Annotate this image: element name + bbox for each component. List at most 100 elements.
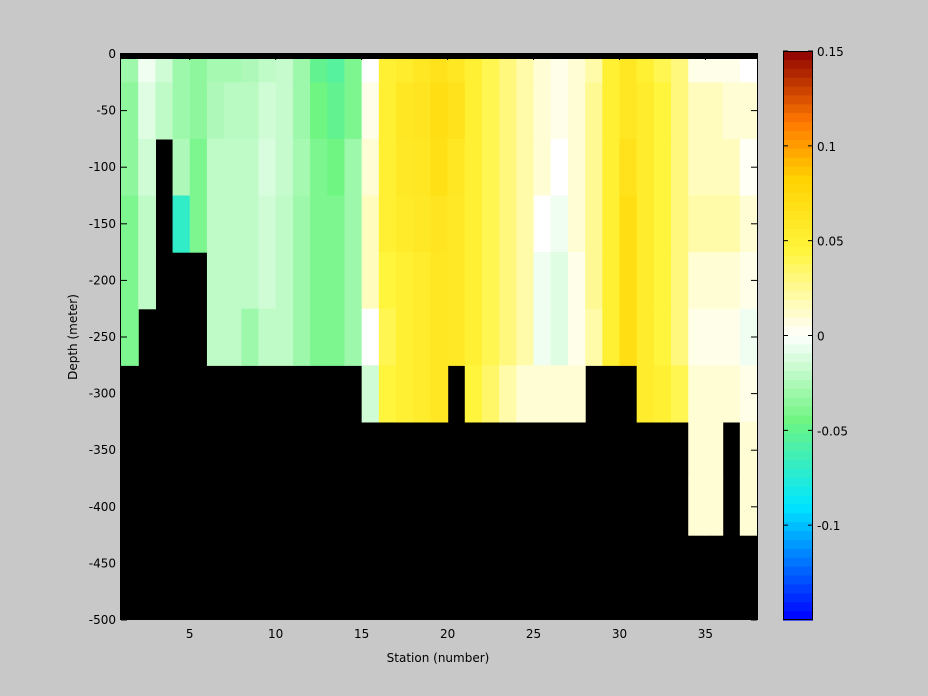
heatmap-cell (464, 365, 483, 423)
heatmap-cell (602, 195, 621, 253)
heatmap-cell (447, 252, 466, 310)
colorbar-segment (783, 468, 813, 479)
heatmap-cell (499, 308, 517, 366)
heatmap-cell (688, 54, 707, 83)
heatmap-cell (447, 195, 466, 253)
heatmap-cell (619, 252, 638, 310)
heatmap-cell (413, 365, 432, 423)
y-tick-label: -100 (89, 160, 116, 174)
heatmap-cell (550, 138, 569, 197)
heatmap-cell (739, 82, 758, 140)
heatmap-cell (481, 195, 500, 253)
colorbar-tick-label: 0.1 (817, 140, 836, 154)
heatmap-cell (413, 54, 432, 83)
heatmap-cell (499, 252, 517, 310)
heatmap-cell (533, 138, 552, 197)
colorbar-segment (783, 326, 813, 337)
colorbar-segment (783, 459, 813, 470)
x-tick-label: 35 (698, 627, 713, 641)
heatmap-cell (602, 308, 621, 366)
heatmap-cell (155, 54, 174, 83)
heatmap-cell (722, 308, 741, 366)
heatmap-cell (378, 138, 397, 197)
heatmap-cell (396, 54, 414, 83)
colorbar-segment (783, 371, 813, 381)
heatmap-cell (550, 308, 569, 366)
heatmap-cell (121, 195, 139, 253)
colorbar-segment (783, 273, 813, 283)
heatmap-cell (464, 82, 483, 140)
y-axis-label: Depth (meter) (66, 294, 80, 380)
heatmap-cell (138, 252, 156, 310)
heatmap-cell (292, 252, 311, 310)
surface-line (121, 54, 757, 59)
heatmap-cell (705, 478, 724, 536)
heatmap-cell (224, 252, 242, 310)
heatmap-cell (481, 138, 500, 197)
heatmap-cell (447, 82, 466, 140)
heatmap-cell (224, 54, 242, 83)
heatmap-cell (636, 308, 655, 366)
colorbar-segment (783, 193, 813, 203)
heatmap-cell (653, 252, 672, 310)
heatmap-cell (636, 138, 655, 197)
heatmap-cell (361, 138, 380, 197)
colorbar: 0.15 0.1 0.05 0 -0.05 -0.1 (783, 45, 848, 621)
colorbar-segment (783, 451, 813, 461)
heatmap-cell (705, 195, 724, 253)
colorbar-segment (783, 202, 813, 212)
heatmap-cell (258, 195, 277, 253)
heatmap-cell (327, 54, 346, 83)
colorbar-segment (783, 104, 813, 114)
heatmap-cell (739, 365, 758, 423)
colorbar-segment (783, 602, 813, 612)
colorbar-segment (783, 557, 813, 568)
heatmap-cell (224, 82, 242, 140)
colorbar-segment (783, 228, 813, 239)
heatmap-cell (653, 54, 672, 83)
colorbar-segment (783, 335, 813, 345)
heatmap-cell (705, 82, 724, 140)
colorbar-segment (783, 184, 813, 194)
heatmap-cell (688, 421, 707, 480)
heatmap-cell (705, 252, 724, 310)
colorbar-segment (783, 291, 813, 301)
heatmap-cell (567, 252, 586, 310)
heatmap-cell (310, 195, 328, 253)
heatmap-cell (739, 478, 758, 536)
heatmap-cell (413, 252, 432, 310)
colorbar-segment (783, 77, 813, 88)
heatmap-cell (722, 365, 741, 423)
heatmap-cell (361, 82, 380, 140)
heatmap-cell (172, 195, 191, 253)
colorbar-tick-label: 0 (817, 330, 825, 344)
heatmap-cell (292, 82, 311, 140)
heatmap-cell (275, 308, 294, 366)
heatmap-cell (327, 252, 346, 310)
heatmap-cell (653, 138, 672, 197)
heatmap-cell (121, 82, 139, 140)
heatmap-cell (516, 138, 535, 197)
x-tick-label: 20 (440, 627, 455, 641)
colorbar-segment (783, 246, 813, 257)
colorbar-segment (783, 442, 813, 452)
heatmap-cell (396, 82, 414, 140)
heatmap-cell (619, 195, 638, 253)
heatmap-cell (516, 82, 535, 140)
heatmap-cell (739, 252, 758, 310)
colorbar-segment (783, 51, 813, 61)
heatmap-cell (344, 54, 363, 83)
heatmap-cell (602, 54, 621, 83)
heatmap-cell (121, 138, 139, 197)
heatmap-cell (189, 54, 208, 83)
heatmap-cell (653, 365, 672, 423)
heatmap-cell (327, 195, 346, 253)
heatmap-cell (602, 138, 621, 197)
heatmap-cell (567, 308, 586, 366)
colorbar-tick-label: -0.05 (817, 424, 848, 438)
heatmap-cell (155, 82, 174, 140)
colorbar-segment (783, 113, 813, 123)
heatmap-cell (464, 138, 483, 197)
x-axis: 5 10 15 20 25 30 35 (186, 54, 713, 641)
colorbar-segment (783, 282, 813, 292)
